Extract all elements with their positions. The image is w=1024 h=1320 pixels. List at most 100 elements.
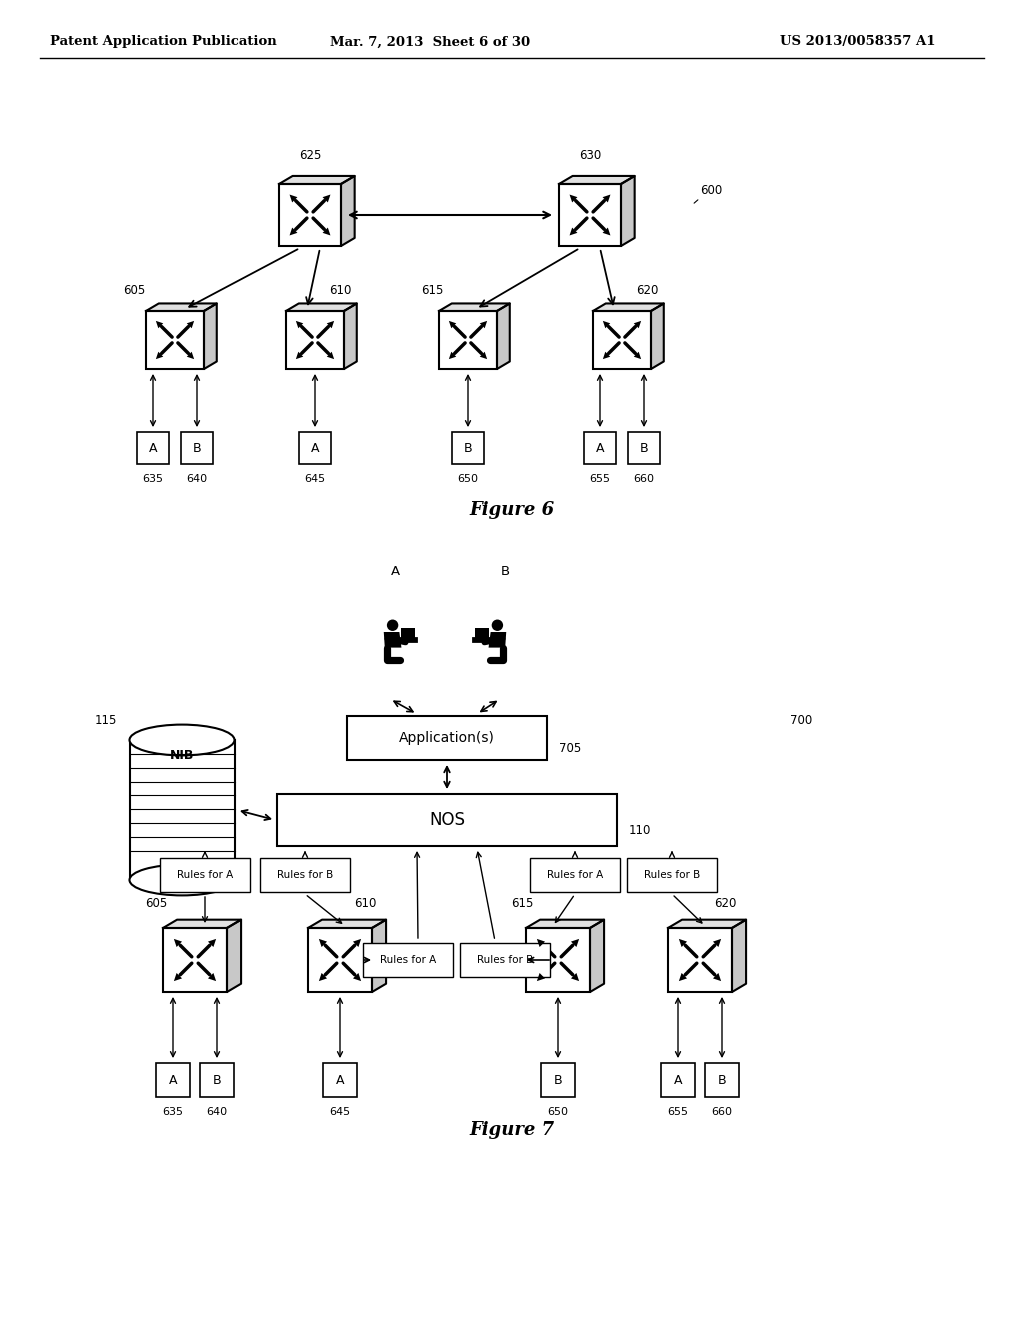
Bar <box>362 942 453 977</box>
Bar <box>323 1063 357 1097</box>
Text: 115: 115 <box>94 714 117 726</box>
Polygon shape <box>571 973 580 981</box>
Ellipse shape <box>387 619 398 631</box>
Polygon shape <box>163 920 241 928</box>
Text: 625: 625 <box>299 149 322 162</box>
Text: 645: 645 <box>330 1107 350 1117</box>
Bar <box>662 1063 695 1097</box>
Bar <box>628 432 660 465</box>
Text: Rules for B: Rules for B <box>644 870 700 880</box>
Text: 640: 640 <box>207 1107 227 1117</box>
Text: Figure 6: Figure 6 <box>469 502 555 519</box>
Polygon shape <box>571 939 580 946</box>
Polygon shape <box>537 939 545 946</box>
Bar <box>526 928 590 993</box>
Polygon shape <box>174 973 182 981</box>
Bar <box>308 928 372 993</box>
Text: 615: 615 <box>512 898 534 909</box>
Bar <box>530 858 620 892</box>
Bar <box>137 432 169 465</box>
Bar <box>452 432 484 465</box>
Polygon shape <box>537 973 545 981</box>
Polygon shape <box>186 351 195 359</box>
Polygon shape <box>480 351 487 359</box>
Polygon shape <box>679 939 687 946</box>
Text: 650: 650 <box>458 474 478 484</box>
Polygon shape <box>372 920 386 993</box>
Polygon shape <box>603 321 610 329</box>
Polygon shape <box>174 939 182 946</box>
Polygon shape <box>634 351 641 359</box>
Text: Rules for A: Rules for A <box>380 954 436 965</box>
Polygon shape <box>497 304 510 370</box>
Bar <box>160 858 250 892</box>
Text: 620: 620 <box>714 898 736 909</box>
Text: 655: 655 <box>590 474 610 484</box>
Text: 650: 650 <box>548 1107 568 1117</box>
Polygon shape <box>569 227 578 235</box>
Polygon shape <box>621 176 635 246</box>
Polygon shape <box>341 176 354 246</box>
Polygon shape <box>732 920 746 993</box>
Bar <box>347 715 547 760</box>
Polygon shape <box>296 321 303 329</box>
Text: Figure 7: Figure 7 <box>469 1121 555 1139</box>
Polygon shape <box>146 304 217 312</box>
Polygon shape <box>449 321 457 329</box>
Polygon shape <box>353 939 361 946</box>
Polygon shape <box>679 973 687 981</box>
Text: 615: 615 <box>422 284 444 297</box>
Polygon shape <box>279 176 354 183</box>
Text: 600: 600 <box>700 183 722 197</box>
Ellipse shape <box>492 619 503 631</box>
Polygon shape <box>488 632 506 648</box>
Text: 640: 640 <box>186 474 208 484</box>
Text: 700: 700 <box>790 714 812 726</box>
Text: A: A <box>148 441 158 454</box>
Polygon shape <box>318 973 327 981</box>
Ellipse shape <box>129 725 234 755</box>
Polygon shape <box>593 304 664 312</box>
Polygon shape <box>318 939 327 946</box>
Bar <box>627 858 717 892</box>
Text: 110: 110 <box>629 824 651 837</box>
Polygon shape <box>668 920 746 928</box>
Bar <box>584 432 616 465</box>
Text: A: A <box>674 1073 682 1086</box>
Bar <box>668 928 732 993</box>
Bar <box>129 741 234 880</box>
Ellipse shape <box>129 865 234 895</box>
Bar <box>475 628 488 640</box>
Bar <box>541 1063 575 1097</box>
Polygon shape <box>327 321 334 329</box>
Polygon shape <box>308 920 386 928</box>
Polygon shape <box>602 194 610 202</box>
Text: Rules for B: Rules for B <box>477 954 534 965</box>
Bar <box>278 795 617 846</box>
Bar <box>593 312 651 370</box>
Polygon shape <box>156 321 163 329</box>
Text: A: A <box>390 565 399 578</box>
Polygon shape <box>569 194 578 202</box>
Text: 610: 610 <box>329 284 351 297</box>
Text: 620: 620 <box>636 284 658 297</box>
Text: B: B <box>640 441 648 454</box>
Polygon shape <box>526 920 604 928</box>
Polygon shape <box>384 632 401 648</box>
Text: B: B <box>193 441 202 454</box>
Text: B: B <box>554 1073 562 1086</box>
Text: A: A <box>336 1073 344 1086</box>
Polygon shape <box>602 227 610 235</box>
Polygon shape <box>603 351 610 359</box>
Text: 605: 605 <box>144 898 167 909</box>
Polygon shape <box>480 321 487 329</box>
Polygon shape <box>323 194 331 202</box>
Bar <box>286 312 344 370</box>
Bar <box>156 1063 190 1097</box>
Text: B: B <box>501 565 510 578</box>
Bar <box>260 858 350 892</box>
Polygon shape <box>323 227 331 235</box>
Polygon shape <box>156 351 163 359</box>
Polygon shape <box>651 304 664 370</box>
Text: Patent Application Publication: Patent Application Publication <box>50 36 276 49</box>
